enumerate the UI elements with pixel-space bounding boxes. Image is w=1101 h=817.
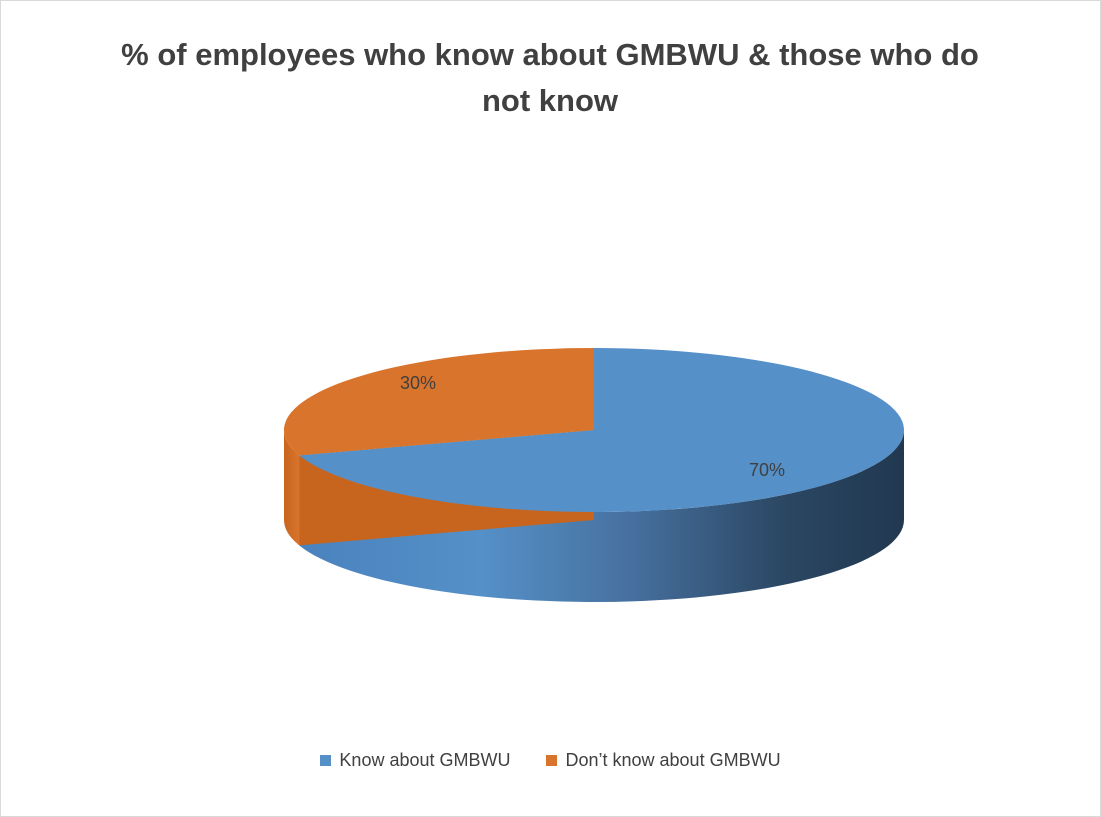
legend-item-dont-know: Don’t know about GMBWU (546, 750, 781, 771)
pie-side-dont-know (284, 430, 300, 546)
legend-swatch-dont-know (546, 755, 558, 766)
chart-title: % of employees who know about GMBWU & th… (121, 37, 979, 118)
pie-slice-know (299, 348, 904, 512)
legend-item-know: Know about GMBWU (320, 750, 510, 771)
pie-side-know (299, 430, 904, 602)
legend-label-know: Know about GMBWU (339, 750, 511, 770)
legend-swatch-know (320, 755, 332, 766)
legend: Know about GMBWU Don’t know about GMBWU (0, 750, 1101, 771)
data-label-dont-know: 30% (400, 373, 436, 393)
pie-slice-dont-know (284, 348, 594, 456)
legend-label-dont-know: Don’t know about GMBWU (565, 750, 781, 770)
data-label-know: 70% (749, 460, 785, 480)
